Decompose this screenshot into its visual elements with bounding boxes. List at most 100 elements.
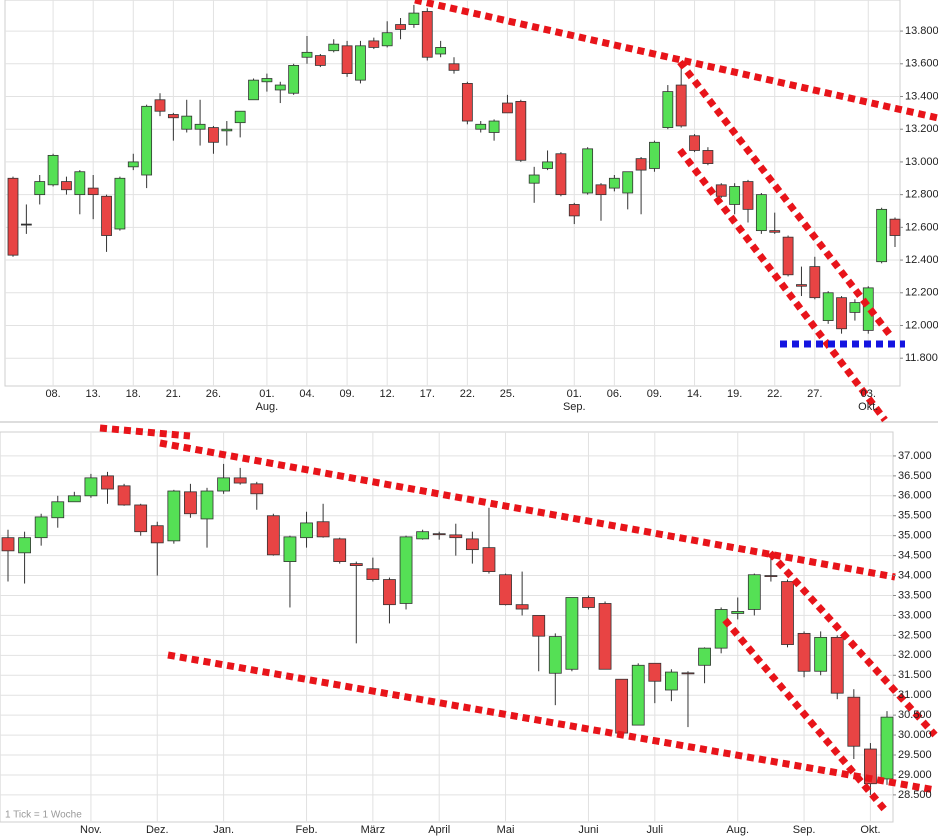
candle-body xyxy=(449,534,463,539)
y-tick-label: 12.000 xyxy=(905,319,938,331)
x-tick-label: 19. xyxy=(727,388,742,400)
candle-body xyxy=(836,297,847,330)
candle-body xyxy=(515,604,529,610)
candle-body xyxy=(555,153,567,196)
candle-body xyxy=(333,538,347,563)
candle-body xyxy=(664,671,678,691)
y-tick-label: 31.500 xyxy=(898,669,932,681)
candle-body xyxy=(328,43,340,52)
candle-body xyxy=(34,516,48,539)
candle-body xyxy=(301,51,313,58)
candle-body xyxy=(184,491,197,515)
trend-line xyxy=(677,147,888,423)
candle-body xyxy=(432,533,446,536)
candle-body xyxy=(167,490,181,542)
candle-body xyxy=(582,148,594,194)
y-tick-label: 13.400 xyxy=(905,90,938,102)
candle-body xyxy=(598,603,612,670)
trend-line xyxy=(414,0,938,122)
candle-body xyxy=(200,490,214,520)
candle-body xyxy=(134,504,148,533)
candle-body xyxy=(675,84,687,127)
x-tick-label: April xyxy=(428,824,450,836)
candle-body xyxy=(314,55,326,66)
candle-body xyxy=(622,171,634,194)
candle-body xyxy=(84,477,98,497)
candle-body xyxy=(714,609,728,649)
y-tick-label: 29.000 xyxy=(898,769,932,781)
candle-body xyxy=(681,672,695,675)
x-tick-label: 21. xyxy=(166,388,181,400)
candle-body xyxy=(582,597,595,608)
x-tick-label: 27. xyxy=(807,388,822,400)
candle-body xyxy=(702,150,714,164)
x-tick-label: 01. xyxy=(567,388,582,400)
x-tick-label: 13. xyxy=(86,388,101,400)
x-tick-label: 06. xyxy=(607,388,622,400)
candle-body xyxy=(266,515,280,556)
x-tick-label: 17. xyxy=(420,388,435,400)
candle-body xyxy=(399,536,413,604)
x-tick-label: 22. xyxy=(767,388,782,400)
y-tick-label: 30.500 xyxy=(898,709,932,721)
trend-lines xyxy=(99,0,938,813)
y-tick-label: 13.600 xyxy=(905,58,938,70)
x-tick-label: 14. xyxy=(687,388,702,400)
annotation: 1 Tick = 1 Woche xyxy=(5,810,82,821)
candle-body xyxy=(250,483,264,495)
candle-body xyxy=(548,636,562,674)
x-tick-label: Juli xyxy=(647,824,664,836)
x-tick-label: Nov. xyxy=(80,824,102,836)
y-tick-label: 32.500 xyxy=(898,629,932,641)
candle-body xyxy=(416,531,430,540)
candle-body xyxy=(830,636,844,694)
candle-body xyxy=(764,575,778,577)
x-tick-label: Feb. xyxy=(296,824,318,836)
candle-body xyxy=(715,184,727,197)
y-tick-label: 29.500 xyxy=(898,749,932,761)
candle-body xyxy=(117,485,131,506)
candle-body xyxy=(698,647,711,666)
trend-line xyxy=(167,651,936,794)
x-tick-label: 04. xyxy=(299,388,314,400)
candle-body xyxy=(274,84,286,91)
candle-body xyxy=(731,611,745,614)
candle-body xyxy=(366,568,380,580)
candle-body xyxy=(383,579,396,606)
candle-body xyxy=(87,187,99,196)
candle-body xyxy=(233,477,247,484)
candle-body xyxy=(221,128,233,132)
candle-body xyxy=(101,195,112,236)
candle-body xyxy=(261,78,273,83)
top-plot-area xyxy=(4,0,901,387)
x-month-label: Okt. xyxy=(858,401,878,413)
candle-body xyxy=(150,525,164,544)
y-tick-label: 28.500 xyxy=(898,789,932,801)
bottom-plot-area xyxy=(0,431,894,823)
y-tick-label: 12.800 xyxy=(905,189,938,201)
candle-body xyxy=(114,177,126,230)
y-tick-label: 13.000 xyxy=(905,156,938,168)
axis-labels: 11.80012.00012.20012.40012.60012.80013.0… xyxy=(5,25,938,836)
candle-body xyxy=(595,184,607,196)
candle-body xyxy=(74,171,86,196)
candle-body xyxy=(649,141,660,169)
x-tick-label: 08. xyxy=(45,388,60,400)
candle-body xyxy=(755,194,767,232)
y-tick-label: 34.500 xyxy=(898,550,932,562)
candle-body xyxy=(7,177,19,256)
candle-body xyxy=(181,115,193,130)
candle-body xyxy=(662,91,674,128)
candle-body xyxy=(461,83,473,122)
candle-body xyxy=(781,581,794,645)
trend-line xyxy=(767,550,938,738)
y-tick-label: 37.000 xyxy=(898,450,932,462)
x-tick-label: 25. xyxy=(500,388,515,400)
candle-body xyxy=(635,158,647,171)
candle-body xyxy=(341,45,353,75)
candle-body xyxy=(847,696,861,747)
candle-body xyxy=(615,678,629,734)
x-tick-label: Jan. xyxy=(213,824,234,836)
candle-body xyxy=(381,32,393,47)
candle-body xyxy=(889,218,901,236)
